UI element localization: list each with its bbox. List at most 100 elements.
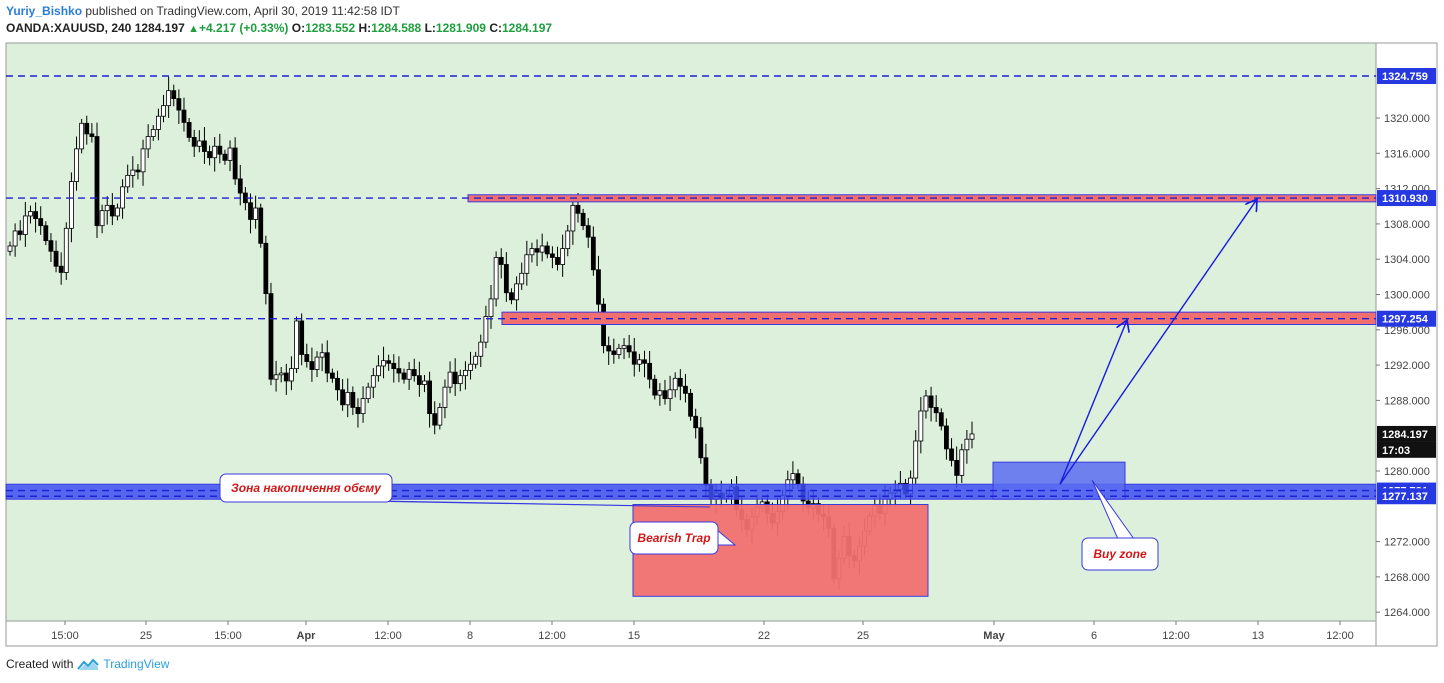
high-label: H: <box>358 21 372 35</box>
candle-body <box>503 264 509 294</box>
candle-body <box>191 137 197 147</box>
candle-body <box>560 248 566 265</box>
x-tick-label-0: 15:00 <box>51 630 79 642</box>
candle-body <box>181 109 187 123</box>
x-tick-label-12: 12:00 <box>1162 630 1190 642</box>
candle-body <box>309 361 315 370</box>
candle-body <box>171 90 177 99</box>
target-arrow-1310 <box>1059 199 1257 485</box>
candle-body <box>278 372 284 376</box>
candle-body <box>283 372 289 382</box>
candle-body <box>355 407 361 415</box>
candle-body <box>33 211 38 220</box>
candle-body <box>411 369 417 377</box>
candle-body <box>74 148 79 182</box>
candle-body <box>647 362 653 380</box>
y-tick-label-3: 1308.000 <box>1384 219 1430 231</box>
candle-body <box>360 398 366 415</box>
price-label-1: 1310.930 <box>1382 193 1428 205</box>
x-tick-label-11: 6 <box>1091 630 1097 642</box>
author-link[interactable]: Yuriy_Bishko <box>6 4 83 18</box>
candle-body <box>263 242 269 295</box>
price-axis <box>1375 42 1438 647</box>
candle-body <box>314 356 320 370</box>
candle-body <box>150 129 156 137</box>
candle-body <box>176 98 182 111</box>
candle-body <box>289 368 294 382</box>
candle-body <box>335 377 340 391</box>
candle-body <box>406 369 412 380</box>
candle-body <box>933 407 939 414</box>
candle-body <box>544 245 550 255</box>
candle-body <box>237 178 243 194</box>
candle-body <box>483 316 489 343</box>
candle-body <box>442 386 448 408</box>
candle-body <box>304 354 310 362</box>
x-tick-label-4: 12:00 <box>374 630 402 642</box>
candle-body <box>396 368 402 374</box>
price-label-4: 17:03 <box>1382 445 1410 457</box>
candle-body <box>416 375 422 385</box>
candle-body <box>422 380 427 385</box>
candle-body <box>120 186 125 209</box>
candle-body <box>140 148 146 173</box>
price-label-box-6 <box>1377 488 1436 505</box>
buy-zone-text: Buy zone <box>1093 547 1147 561</box>
low-value: 1281.909 <box>435 21 486 35</box>
candle-body <box>381 360 386 367</box>
candle-body <box>135 169 141 173</box>
candle-body <box>488 298 494 317</box>
candle-body <box>437 407 443 426</box>
candle-body <box>519 272 525 285</box>
x-tick-label-1: 25 <box>140 630 152 642</box>
candle-body <box>28 211 33 217</box>
price-label-box-0 <box>1377 68 1436 85</box>
candle-body <box>616 347 622 355</box>
candle-body <box>790 473 796 481</box>
accumulation-text: Зона накопичення обєму <box>231 481 382 495</box>
candle-body <box>427 380 432 415</box>
y-tick-label-0: 1320.000 <box>1384 113 1430 125</box>
callout-box <box>219 473 393 503</box>
candle-body <box>94 136 100 227</box>
callout-pointer <box>299 499 711 508</box>
price-label-box-1 <box>1377 190 1436 207</box>
change-value: +4.217 (+0.33%) <box>199 21 289 35</box>
candle-body <box>43 225 49 242</box>
bearish-trap-callout: Bearish Trap <box>629 521 737 555</box>
candle-body <box>222 153 228 161</box>
candle-body <box>109 204 115 217</box>
candle-body <box>918 410 924 442</box>
candle-body <box>125 174 131 188</box>
last-price: 1284.197 <box>134 21 185 35</box>
candle-body <box>959 449 965 476</box>
tradingview-logo-icon <box>77 658 100 670</box>
candle-body <box>7 245 13 252</box>
candle-body <box>524 254 530 274</box>
candle-body <box>652 378 658 396</box>
x-tick-label-9: 25 <box>857 630 869 642</box>
candle-body <box>683 385 688 394</box>
created-with-text: Created with <box>6 657 74 671</box>
candle-body <box>130 169 136 176</box>
y-tick-label-4: 1304.000 <box>1384 254 1430 266</box>
candle-body <box>227 147 233 161</box>
candle-body <box>299 320 305 355</box>
candle-body <box>923 395 929 412</box>
candle-body <box>514 283 519 301</box>
price-label-0: 1324.759 <box>1382 71 1428 83</box>
y-tick-label-9: 1280.000 <box>1384 466 1430 478</box>
candle-body <box>447 371 453 388</box>
x-tick-label-8: 22 <box>758 630 770 642</box>
candle-body <box>596 269 601 305</box>
candle-body <box>161 105 166 117</box>
open-value: 1283.552 <box>305 21 356 35</box>
candle-body <box>463 369 468 377</box>
tradingview-brand[interactable]: TradingView <box>103 657 170 671</box>
candle-body <box>294 320 299 370</box>
x-tick-label-2: 15:00 <box>214 630 242 642</box>
candle-body <box>329 372 335 379</box>
close-label: C: <box>489 21 502 35</box>
candle-body <box>693 415 699 429</box>
